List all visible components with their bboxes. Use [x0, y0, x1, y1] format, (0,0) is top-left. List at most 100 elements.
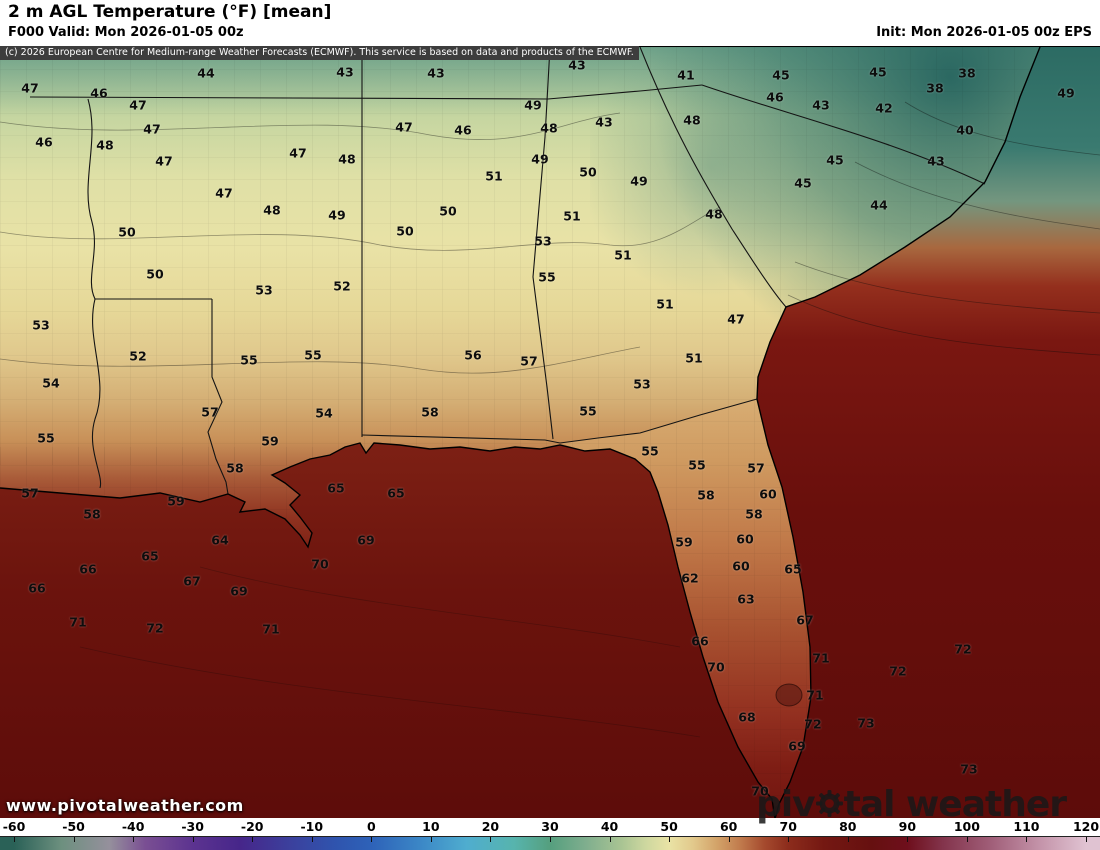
temp-label: 55 [240, 352, 258, 368]
temp-label: 59 [675, 534, 693, 550]
header: 2 m AGL Temperature (°F) [mean] F000 Val… [0, 0, 1100, 46]
temp-label: 55 [579, 403, 597, 419]
temp-label: 40 [956, 122, 974, 138]
colorbar-tick-mark [430, 837, 432, 842]
temp-label: 58 [697, 487, 715, 503]
colorbar-tick-label: -50 [62, 819, 85, 834]
lake-okeechobee [775, 683, 803, 707]
temp-label: 67 [796, 612, 814, 628]
colorbar-tick-label: 40 [600, 819, 619, 834]
temp-label: 53 [633, 376, 651, 392]
temp-label: 69 [230, 583, 248, 599]
temp-label: 72 [889, 663, 907, 679]
copyright-bar: (c) 2026 European Centre for Medium-rang… [0, 46, 639, 60]
colorbar-tick-mark [788, 837, 790, 842]
temp-label: 55 [304, 347, 322, 363]
temp-label: 73 [857, 715, 875, 731]
temp-label: 45 [772, 67, 790, 83]
temp-label: 66 [79, 561, 97, 577]
temp-label: 47 [129, 97, 147, 113]
temp-label: 43 [927, 153, 945, 169]
colorbar-tick-mark [966, 837, 968, 842]
temp-label: 47 [727, 311, 745, 327]
colorbar-tick-mark [609, 837, 611, 842]
logo-text-left: piv [756, 784, 816, 825]
atlantic-water [757, 47, 1100, 819]
temp-label: 70 [751, 783, 769, 799]
temp-label: 57 [520, 353, 538, 369]
colorbar-tick-label: 80 [839, 819, 857, 834]
temp-label: 58 [745, 506, 763, 522]
colorbar-tick-mark [311, 837, 313, 842]
temp-label: 43 [595, 114, 613, 130]
colorbar-tick-mark [669, 837, 671, 842]
temp-label: 72 [804, 716, 822, 732]
temp-label: 48 [705, 206, 723, 222]
temp-label: 45 [794, 175, 812, 191]
temp-label: 43 [812, 97, 830, 113]
temp-label: 54 [42, 375, 60, 391]
temp-label: 38 [958, 65, 976, 81]
colorbar-tick-label: -60 [2, 819, 26, 834]
colorbar-tick-label: 100 [953, 819, 980, 834]
temp-label: 56 [464, 347, 482, 363]
temp-label: 62 [681, 570, 699, 586]
temp-label: 47 [289, 145, 307, 161]
temp-label: 60 [732, 558, 750, 574]
colorbar-tick-mark [371, 837, 373, 842]
temp-label: 60 [759, 486, 777, 502]
colorbar-tick-mark [490, 837, 492, 842]
colorbar-tick-label: 30 [541, 819, 559, 834]
temp-label: 69 [788, 738, 806, 754]
temp-label: 65 [387, 485, 405, 501]
temp-label: 69 [357, 532, 375, 548]
colorbar-tick-mark [550, 837, 551, 842]
page-title: 2 m AGL Temperature (°F) [mean] [8, 2, 332, 22]
gear-icon [815, 786, 843, 826]
temp-label: 48 [683, 112, 701, 128]
colorbar-tick-mark [1026, 837, 1028, 842]
temp-label: 49 [531, 151, 549, 167]
colorbar-tick-label: 90 [898, 819, 917, 834]
temp-label: 47 [21, 80, 39, 96]
temp-label: 50 [118, 224, 136, 240]
colorbar-tick-labels: -60 -50 -40 -30 -20 -10 0 10 20 30 40 50 60 70 80 90 100… [0, 818, 1100, 836]
temp-label: 65 [327, 480, 345, 496]
colorbar-tick-label: 50 [660, 819, 678, 834]
temp-label: 65 [784, 561, 802, 577]
temp-label: 66 [28, 580, 46, 596]
temp-label: 46 [35, 134, 53, 150]
temp-label: 57 [201, 404, 219, 420]
colorbar-tick-mark [73, 837, 75, 842]
temp-label: 55 [37, 430, 55, 446]
temp-label: 57 [21, 485, 39, 501]
temp-label: 63 [737, 591, 755, 607]
temp-label: 70 [707, 659, 725, 675]
coastline [0, 47, 1041, 819]
temp-label: 49 [524, 97, 542, 113]
temp-label: 53 [534, 233, 552, 249]
colorbar-tick-label: -10 [300, 819, 324, 834]
temperature-map[interactable]: 47 46 44 43 43 43 41 45 45 38 47 49 46 38 49 46 48 47 47 46… [0, 46, 1100, 819]
logo-text-right: tal weather [843, 784, 1067, 825]
colorbar-tick-label: 0 [366, 819, 376, 834]
temp-label: 58 [226, 460, 244, 476]
temp-label: 65 [141, 548, 159, 564]
colorbar-tick-mark [847, 837, 849, 842]
colorbar-tick-mark [14, 837, 15, 842]
temp-label: 53 [32, 317, 50, 333]
temp-label: 54 [315, 405, 333, 421]
colorbar-tick-label: 20 [481, 819, 500, 834]
pivotal-weather-logo: piv tal weather [756, 784, 1067, 826]
temp-label: 59 [261, 433, 279, 449]
colorbar-tick-label: -20 [240, 819, 264, 834]
colorbar-tick-label: -40 [121, 819, 145, 834]
temp-label: 71 [262, 621, 280, 637]
temp-label: 47 [215, 185, 233, 201]
colorbar-tick-mark [133, 837, 135, 842]
colorbar-tick-mark [252, 837, 254, 842]
temp-label: 57 [747, 460, 765, 476]
temp-label: 41 [677, 67, 695, 83]
temp-label: 58 [421, 404, 439, 420]
colorbar-tick-label: 110 [1013, 819, 1040, 834]
